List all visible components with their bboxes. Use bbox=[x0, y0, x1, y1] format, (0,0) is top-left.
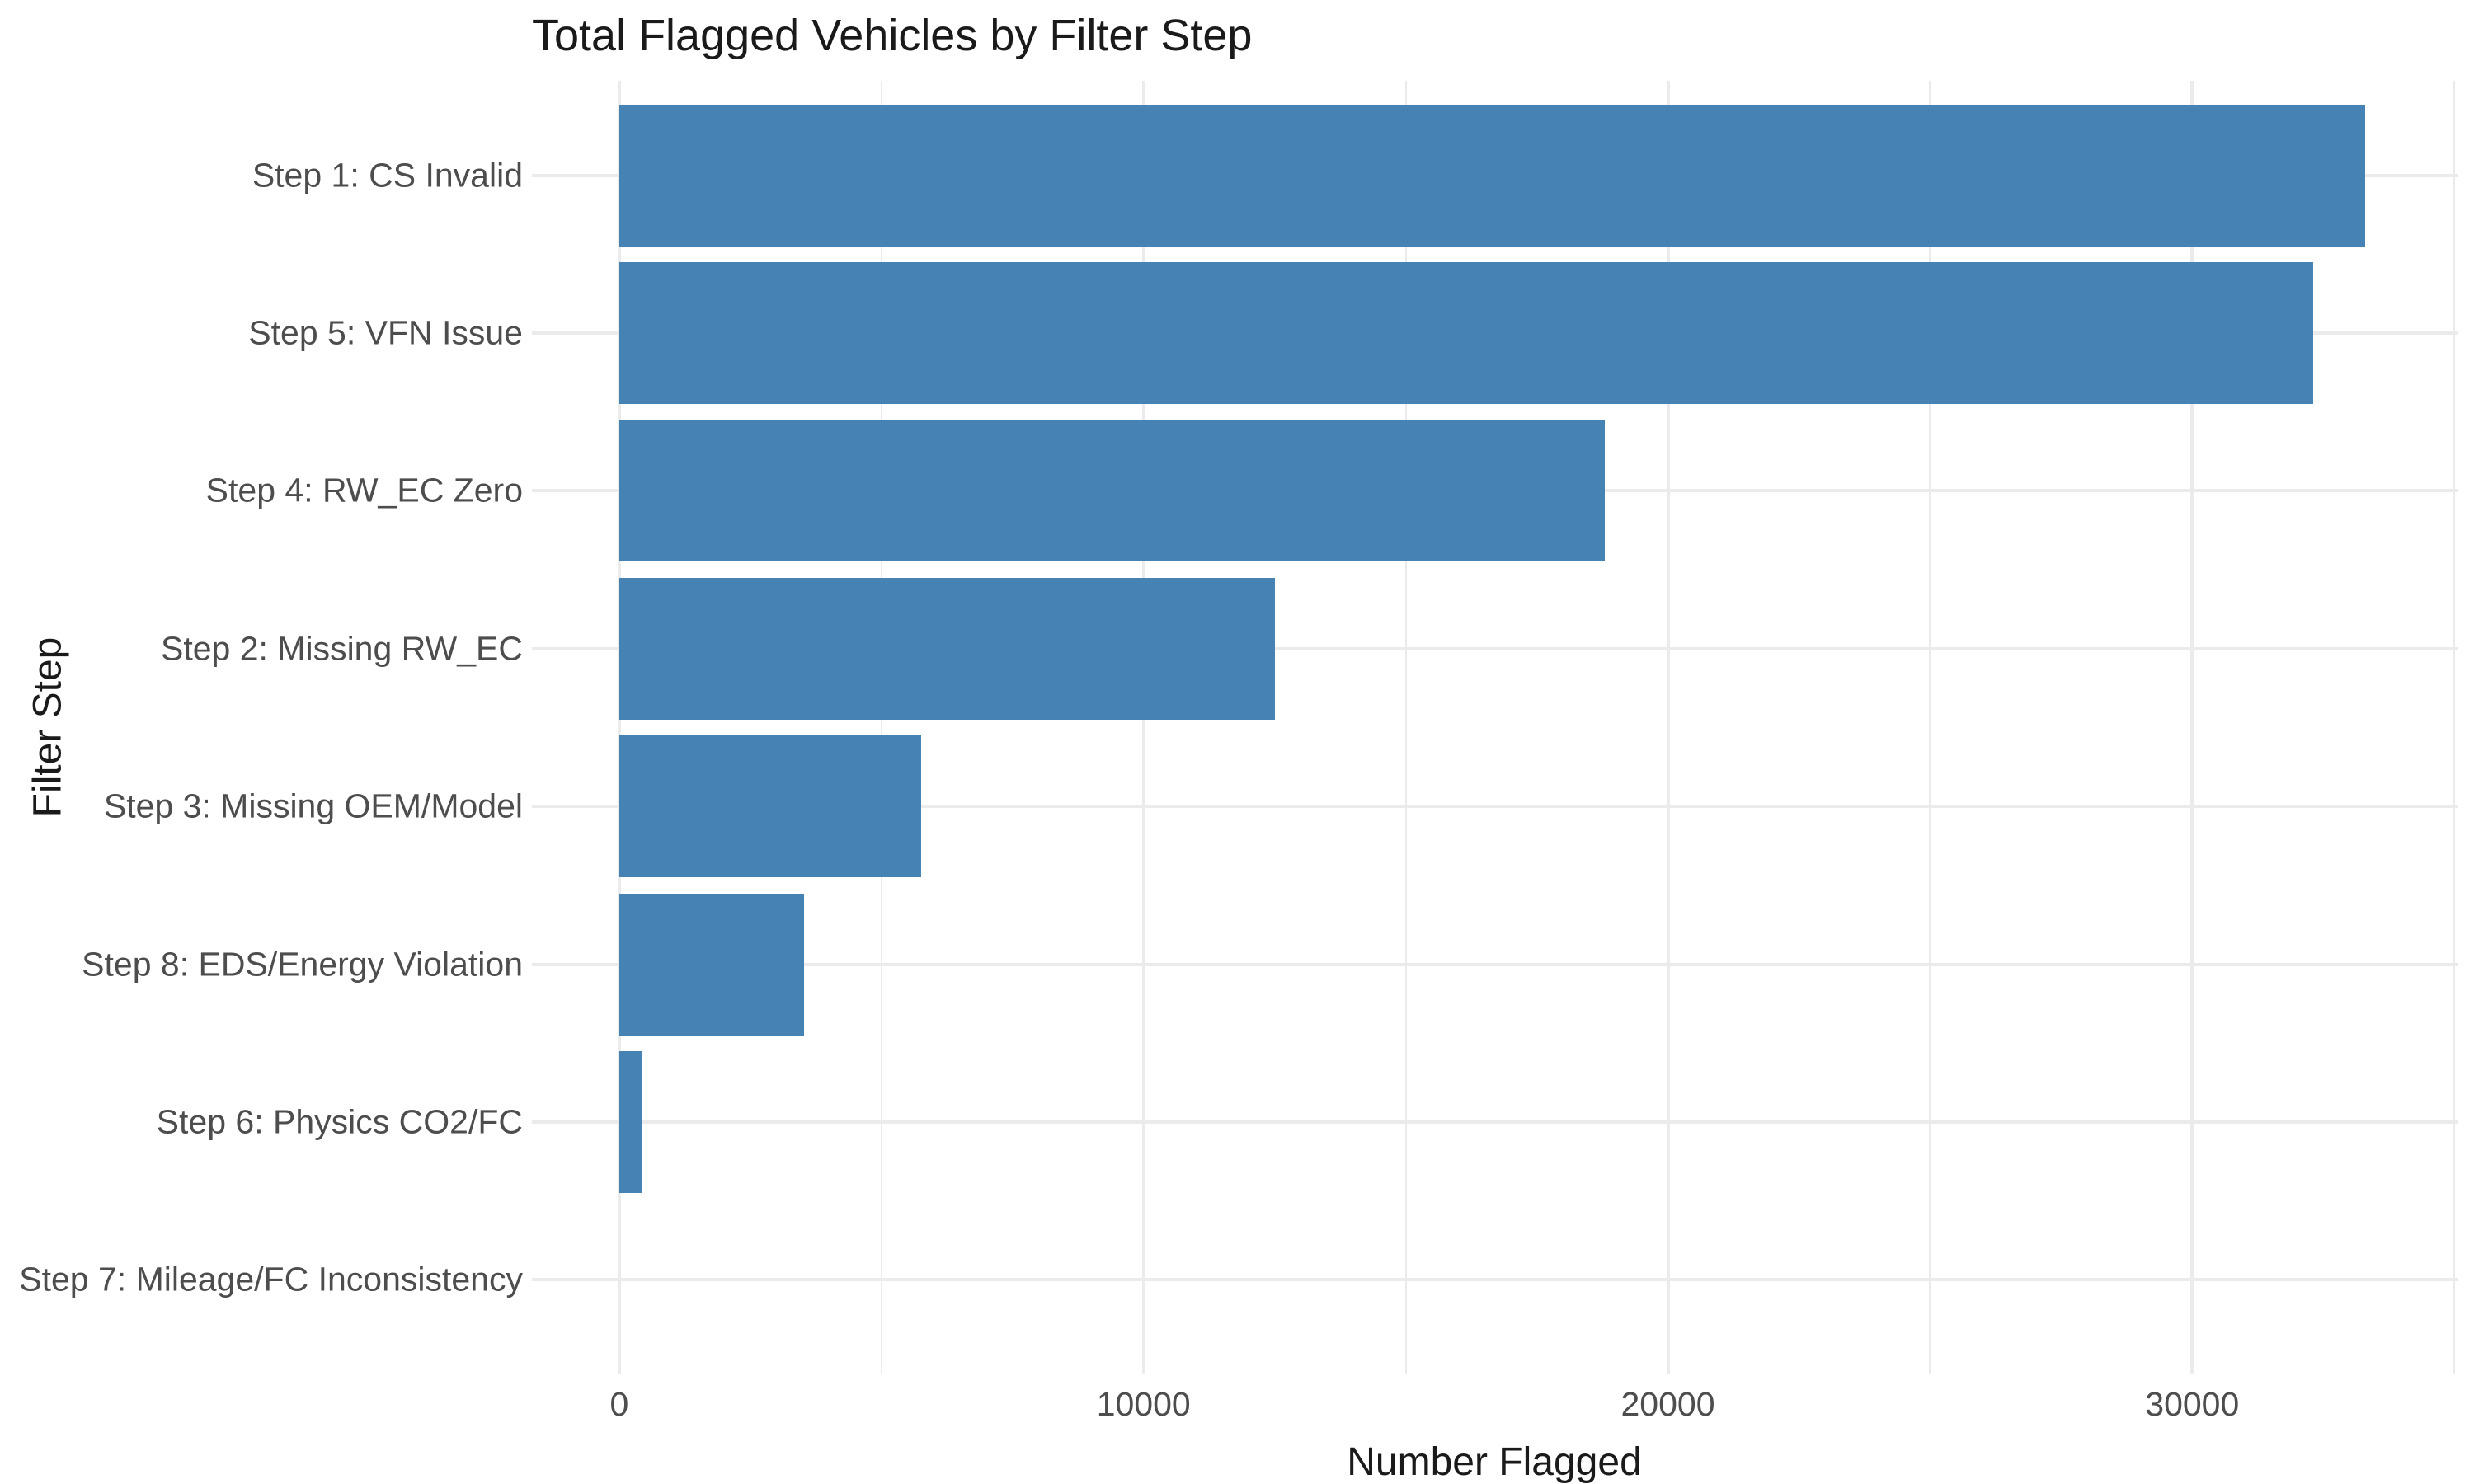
v-gridline-minor bbox=[1929, 81, 1931, 1374]
bar-step-5-vfn-issue bbox=[618, 262, 2313, 405]
bar-step-1-cs-invalid bbox=[618, 104, 2366, 247]
v-gridline-minor bbox=[1404, 81, 1407, 1374]
h-gridline-major bbox=[532, 805, 2458, 809]
y-tick-label-step-8-eds-energy-violation: Step 8: EDS/Energy Violation bbox=[82, 945, 523, 983]
y-tick-label-step-6-physics-co2-fc: Step 6: Physics CO2/FC bbox=[156, 1102, 523, 1141]
y-tick-label-step-7-mileage-fc-inconsistency: Step 7: Mileage/FC Inconsistency bbox=[19, 1260, 523, 1298]
h-gridline-major bbox=[532, 646, 2458, 650]
h-gridline-major bbox=[532, 1120, 2458, 1124]
y-tick-label-step-3-missing-oem-model: Step 3: Missing OEM/Model bbox=[103, 787, 523, 825]
v-gridline-major bbox=[1141, 81, 1145, 1374]
bar-step-6-physics-co2-fc bbox=[618, 1050, 642, 1193]
y-tick-label-step-4-rw-ec-zero: Step 4: RW_EC Zero bbox=[205, 471, 523, 510]
bar-step-2-missing-rw-ec bbox=[618, 577, 1275, 720]
plot-area bbox=[532, 81, 2458, 1374]
bar-step-3-missing-oem-model bbox=[618, 735, 922, 878]
x-axis-title: Number Flagged bbox=[1347, 1440, 1642, 1484]
h-gridline-major bbox=[532, 962, 2458, 966]
x-tick-label-20000: 20000 bbox=[1620, 1385, 1715, 1423]
bar-step-8-eds-energy-violation bbox=[618, 893, 804, 1036]
x-tick-label-30000: 30000 bbox=[2145, 1385, 2240, 1423]
v-gridline-major bbox=[2190, 81, 2194, 1374]
x-tick-label-10000: 10000 bbox=[1096, 1385, 1191, 1423]
v-gridline-major bbox=[617, 81, 621, 1374]
h-gridline-major bbox=[532, 1278, 2458, 1282]
y-tick-label-step-2-missing-rw-ec: Step 2: Missing RW_EC bbox=[160, 629, 523, 668]
v-gridline-minor bbox=[880, 81, 882, 1374]
y-axis-title: Filter Step bbox=[26, 636, 70, 818]
x-tick-label-0: 0 bbox=[609, 1385, 629, 1423]
bar-step-4-rw-ec-zero bbox=[618, 420, 1606, 562]
y-tick-label-step-1-cs-invalid: Step 1: CS Invalid bbox=[252, 156, 523, 195]
y-tick-label-step-5-vfn-issue: Step 5: VFN Issue bbox=[248, 313, 523, 352]
chart-title: Total Flagged Vehicles by Filter Step bbox=[532, 11, 1253, 60]
v-gridline-major bbox=[1666, 81, 1670, 1374]
v-gridline-minor bbox=[2453, 81, 2456, 1374]
